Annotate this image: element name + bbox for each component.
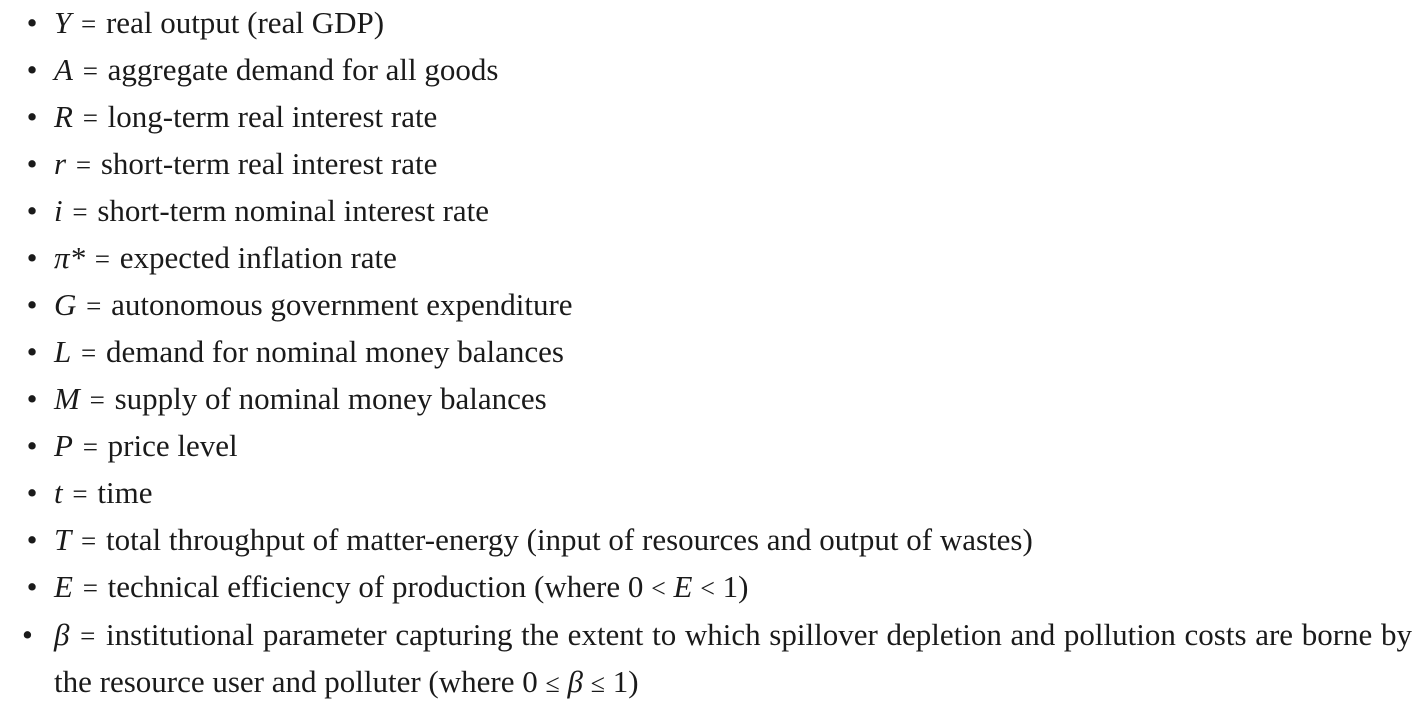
definition-text: aggregate demand for all goods	[107, 52, 499, 87]
condition-lower-bound: 0	[627, 569, 644, 604]
definition-text: autonomous government expenditure	[111, 287, 573, 322]
list-item: • G = autonomous government expenditure	[22, 282, 1412, 329]
symbol: β	[54, 617, 70, 652]
list-item: • β = institutional parameter capturing …	[22, 612, 1412, 707]
closing-paren: )	[628, 664, 639, 699]
list-item: • R = long-term real interest rate	[22, 94, 1412, 141]
bullet: •	[26, 52, 38, 87]
symbol: L	[54, 334, 72, 369]
bullet: •	[26, 193, 38, 228]
equals-sign: =	[81, 338, 97, 368]
symbol: G	[54, 287, 77, 322]
definition-text: total throughput of matter-energy (input…	[105, 522, 1033, 557]
bullet: •	[26, 569, 38, 604]
bullet: •	[26, 287, 38, 322]
definition-text: short-term nominal interest rate	[97, 193, 490, 228]
definition-text: time	[97, 475, 153, 510]
list-item: • P = price level	[22, 423, 1412, 470]
definition-text: short-term real interest rate	[100, 146, 438, 181]
list-item: • t = time	[22, 470, 1412, 517]
list-item: • T = total throughput of matter-energy …	[22, 517, 1412, 564]
equals-sign: =	[72, 479, 88, 509]
condition-symbol: β	[567, 664, 583, 699]
symbol: r	[54, 146, 67, 181]
list-item: • i = short-term nominal interest rate	[22, 188, 1412, 235]
definition-text: real output (real GDP)	[105, 5, 385, 40]
equals-sign: =	[94, 244, 111, 274]
equals-sign: =	[80, 621, 96, 651]
bullet: •	[26, 475, 38, 510]
symbol: π*	[54, 240, 86, 275]
list-item: • E = technical efficiency of production…	[22, 564, 1412, 612]
equals-sign: =	[72, 197, 88, 227]
symbol: R	[54, 99, 73, 134]
symbol: T	[54, 522, 72, 557]
list-item: • L = demand for nominal money balances	[22, 329, 1412, 376]
equals-sign: =	[82, 56, 98, 86]
bullet: •	[26, 522, 38, 557]
equals-sign: =	[82, 103, 98, 133]
bullet: •	[26, 381, 38, 416]
definition-text: expected inflation rate	[119, 240, 397, 275]
definition-text: technical efficiency of production (wher…	[107, 569, 628, 604]
bullet: •	[26, 334, 38, 369]
condition-lower-bound: 0	[522, 664, 538, 699]
symbol: i	[54, 193, 63, 228]
condition-operator: ≤	[545, 669, 560, 698]
bullet: •	[26, 428, 38, 463]
definition-text: supply of nominal money balances	[114, 381, 547, 416]
list-item: • A = aggregate demand for all goods	[22, 47, 1412, 94]
definition-text: demand for nominal money balances	[105, 334, 564, 369]
definition-text: long-term real interest rate	[107, 99, 438, 134]
equals-sign: =	[89, 385, 105, 415]
symbol: E	[54, 569, 73, 604]
symbol: t	[54, 475, 63, 510]
condition-upper-bound: 1	[612, 664, 629, 699]
condition-operator: ≤	[590, 669, 606, 698]
bullet: •	[26, 146, 38, 181]
condition-symbol: E	[673, 569, 693, 604]
definitions-list: • Y = real output (real GDP) • A = aggre…	[22, 0, 1412, 707]
equals-sign: =	[75, 150, 92, 180]
symbol: A	[54, 52, 73, 87]
symbol: M	[54, 381, 80, 416]
list-item: • π* = expected inflation rate	[22, 235, 1412, 282]
bullet: •	[26, 240, 38, 275]
list-item: • r = short-term real interest rate	[22, 141, 1412, 188]
symbol: Y	[54, 5, 72, 40]
equals-sign: =	[81, 9, 97, 39]
condition-operator: <	[651, 574, 666, 603]
equals-sign: =	[82, 432, 98, 462]
closing-paren: )	[738, 569, 749, 604]
condition-operator: <	[700, 574, 715, 603]
list-item: • Y = real output (real GDP)	[22, 0, 1412, 47]
equals-sign: =	[82, 573, 98, 603]
symbol: P	[54, 428, 73, 463]
equals-sign: =	[86, 291, 102, 321]
definition-text: price level	[107, 428, 238, 463]
bullet: •	[26, 99, 38, 134]
bullet: •	[26, 5, 38, 40]
equals-sign: =	[81, 526, 97, 556]
definition-text: institutional parameter capturing the ex…	[54, 617, 1412, 699]
bullet: •	[22, 617, 33, 652]
list-item: • M = supply of nominal money balances	[22, 376, 1412, 423]
condition-upper-bound: 1	[722, 569, 739, 604]
